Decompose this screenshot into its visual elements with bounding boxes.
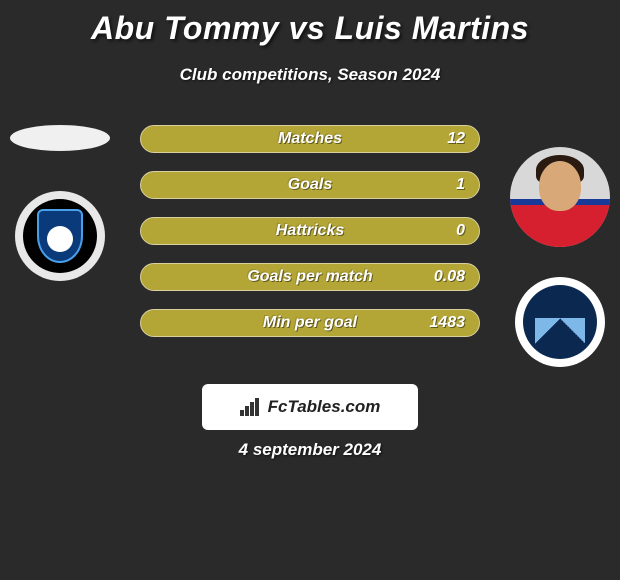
- stat-value: 12: [447, 130, 465, 148]
- player-a-club-badge: [15, 191, 105, 281]
- left-player-column: [10, 125, 110, 281]
- chevron-icon: [535, 318, 585, 344]
- stat-label: Hattricks: [276, 222, 344, 240]
- stat-value: 1: [456, 176, 465, 194]
- date-text: 4 september 2024: [0, 440, 620, 460]
- stat-bar: Matches 12: [140, 125, 480, 153]
- brand-text: FcTables.com: [268, 397, 381, 417]
- stat-label: Goals per match: [247, 268, 372, 286]
- player-a-placeholder: [10, 125, 110, 151]
- stat-bar: Min per goal 1483: [140, 309, 480, 337]
- brand-footer: FcTables.com: [202, 384, 418, 430]
- page-subtitle: Club competitions, Season 2024: [0, 65, 620, 85]
- stat-bar: Hattricks 0: [140, 217, 480, 245]
- bar-chart-icon: [240, 398, 262, 416]
- right-player-column: [510, 147, 610, 367]
- page-title: Abu Tommy vs Luis Martins: [0, 0, 620, 47]
- stat-label: Goals: [288, 176, 332, 194]
- stat-label: Matches: [278, 130, 342, 148]
- stat-bars: Matches 12 Goals 1 Hattricks 0 Goals per match…: [140, 125, 480, 355]
- player-b-photo: [510, 147, 610, 247]
- stat-value: 0.08: [434, 268, 465, 286]
- player-b-club-badge: [515, 277, 605, 367]
- stat-value: 0: [456, 222, 465, 240]
- stat-bar: Goals 1: [140, 171, 480, 199]
- stat-value: 1483: [429, 314, 465, 332]
- ball-icon: [47, 226, 73, 252]
- stat-label: Min per goal: [263, 314, 357, 332]
- stat-bar: Goals per match 0.08: [140, 263, 480, 291]
